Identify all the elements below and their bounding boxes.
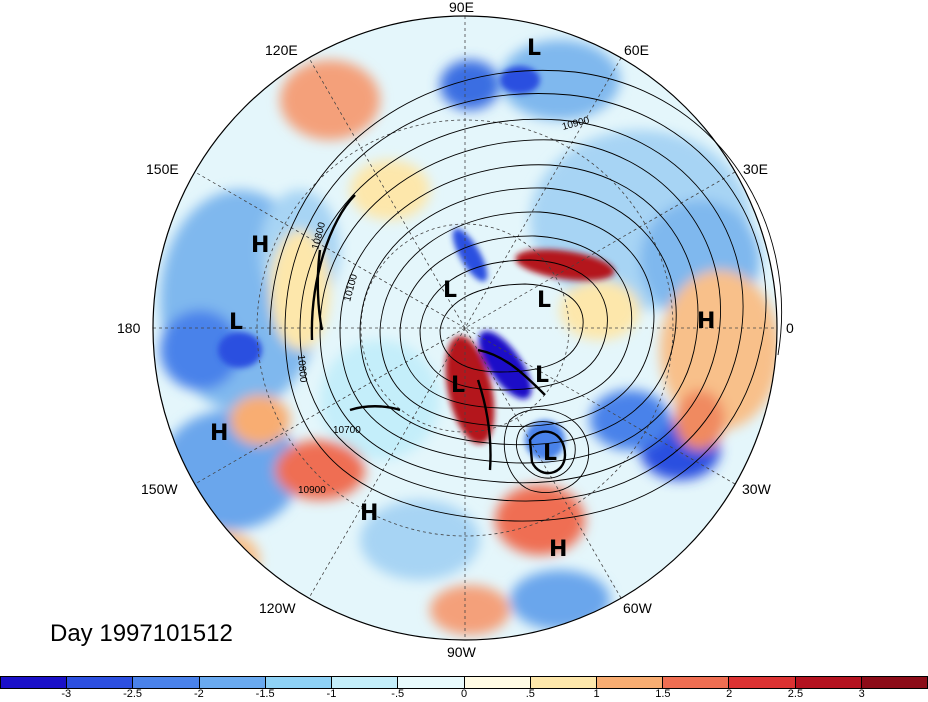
low-center: L — [537, 288, 551, 313]
high-center: H — [549, 537, 567, 562]
colorbar-tick-label: 0 — [460, 688, 468, 700]
lon-label-150w: 150W — [141, 481, 178, 497]
colorbar-tick-label: 2.5 — [787, 688, 804, 700]
colorbar-swatch — [67, 677, 134, 688]
high-center: H — [251, 233, 269, 258]
contour-label-4: 10800 — [295, 354, 308, 383]
colorbar-swatch — [332, 677, 399, 688]
map-border — [152, 15, 778, 641]
jet-contours — [310, 194, 567, 475]
colorbar-swatch — [596, 677, 664, 688]
pressure-centers: L H L L H L L L H L H H — [210, 36, 715, 562]
lon-label-60e: 60E — [624, 42, 649, 58]
lon-label-120w: 120W — [259, 600, 296, 616]
colorbar-tick-label: 1 — [593, 688, 600, 700]
colorbar-swatch — [133, 677, 200, 688]
lon-label-180: 180 — [117, 320, 141, 336]
low-center: L — [527, 36, 541, 61]
colorbar-swatch — [265, 677, 333, 688]
colorbar-tick-label: -1 — [326, 688, 337, 700]
colorbar-swatch — [861, 677, 928, 688]
low-center: L — [451, 373, 465, 398]
colorbar-tick-label: -2 — [193, 688, 204, 700]
lon-label-150e: 150E — [146, 161, 179, 177]
day-label: Day 1997101512 — [50, 620, 233, 647]
colorbar-tick-label: 2 — [726, 688, 733, 700]
contour-value-labels: 10900 10800 10100 10800 10700 10900 — [295, 115, 591, 496]
colorbar-swatch — [464, 677, 531, 688]
colorbar-tick-label: 1.5 — [655, 688, 671, 700]
graticule — [153, 16, 777, 640]
contour-label-6: 10900 — [298, 485, 326, 496]
lon-label-0: 0 — [786, 320, 794, 336]
high-center: H — [210, 421, 228, 446]
low-center: L — [543, 441, 557, 466]
lon-label-60w: 60W — [623, 600, 652, 616]
colorbar-tick-label: -.5 — [391, 688, 405, 700]
colorbar-swatch — [530, 677, 597, 688]
colorbar-swatch — [1, 677, 68, 688]
height-contours — [269, 70, 782, 522]
colorbar-tick-label: .5 — [525, 688, 535, 700]
colorbar — [0, 676, 928, 689]
low-center: L — [535, 363, 549, 388]
colorbar-swatch — [729, 677, 796, 688]
colorbar-swatch — [663, 677, 730, 688]
lon-label-30w: 30W — [742, 481, 771, 497]
colorbar-swatch — [199, 677, 266, 688]
lon-label-120e: 120E — [265, 42, 298, 58]
high-center: H — [360, 501, 378, 526]
colorbar-swatch — [795, 677, 862, 688]
colorbar-swatch — [398, 677, 465, 688]
colorbar-tick-label: -1.5 — [255, 688, 275, 700]
colorbar-tick-label: -2.5 — [123, 688, 143, 700]
colorbar-tick-label: -3 — [61, 688, 72, 700]
lon-label-90e: 90E — [449, 0, 474, 15]
low-center: L — [443, 278, 457, 303]
lon-label-30e: 30E — [743, 161, 768, 177]
lon-label-90w: 90W — [447, 644, 476, 660]
low-center: L — [229, 310, 243, 335]
high-center: H — [697, 309, 715, 334]
colorbar-tick-label: 3 — [858, 688, 865, 700]
contour-label-5: 10700 — [333, 425, 361, 436]
